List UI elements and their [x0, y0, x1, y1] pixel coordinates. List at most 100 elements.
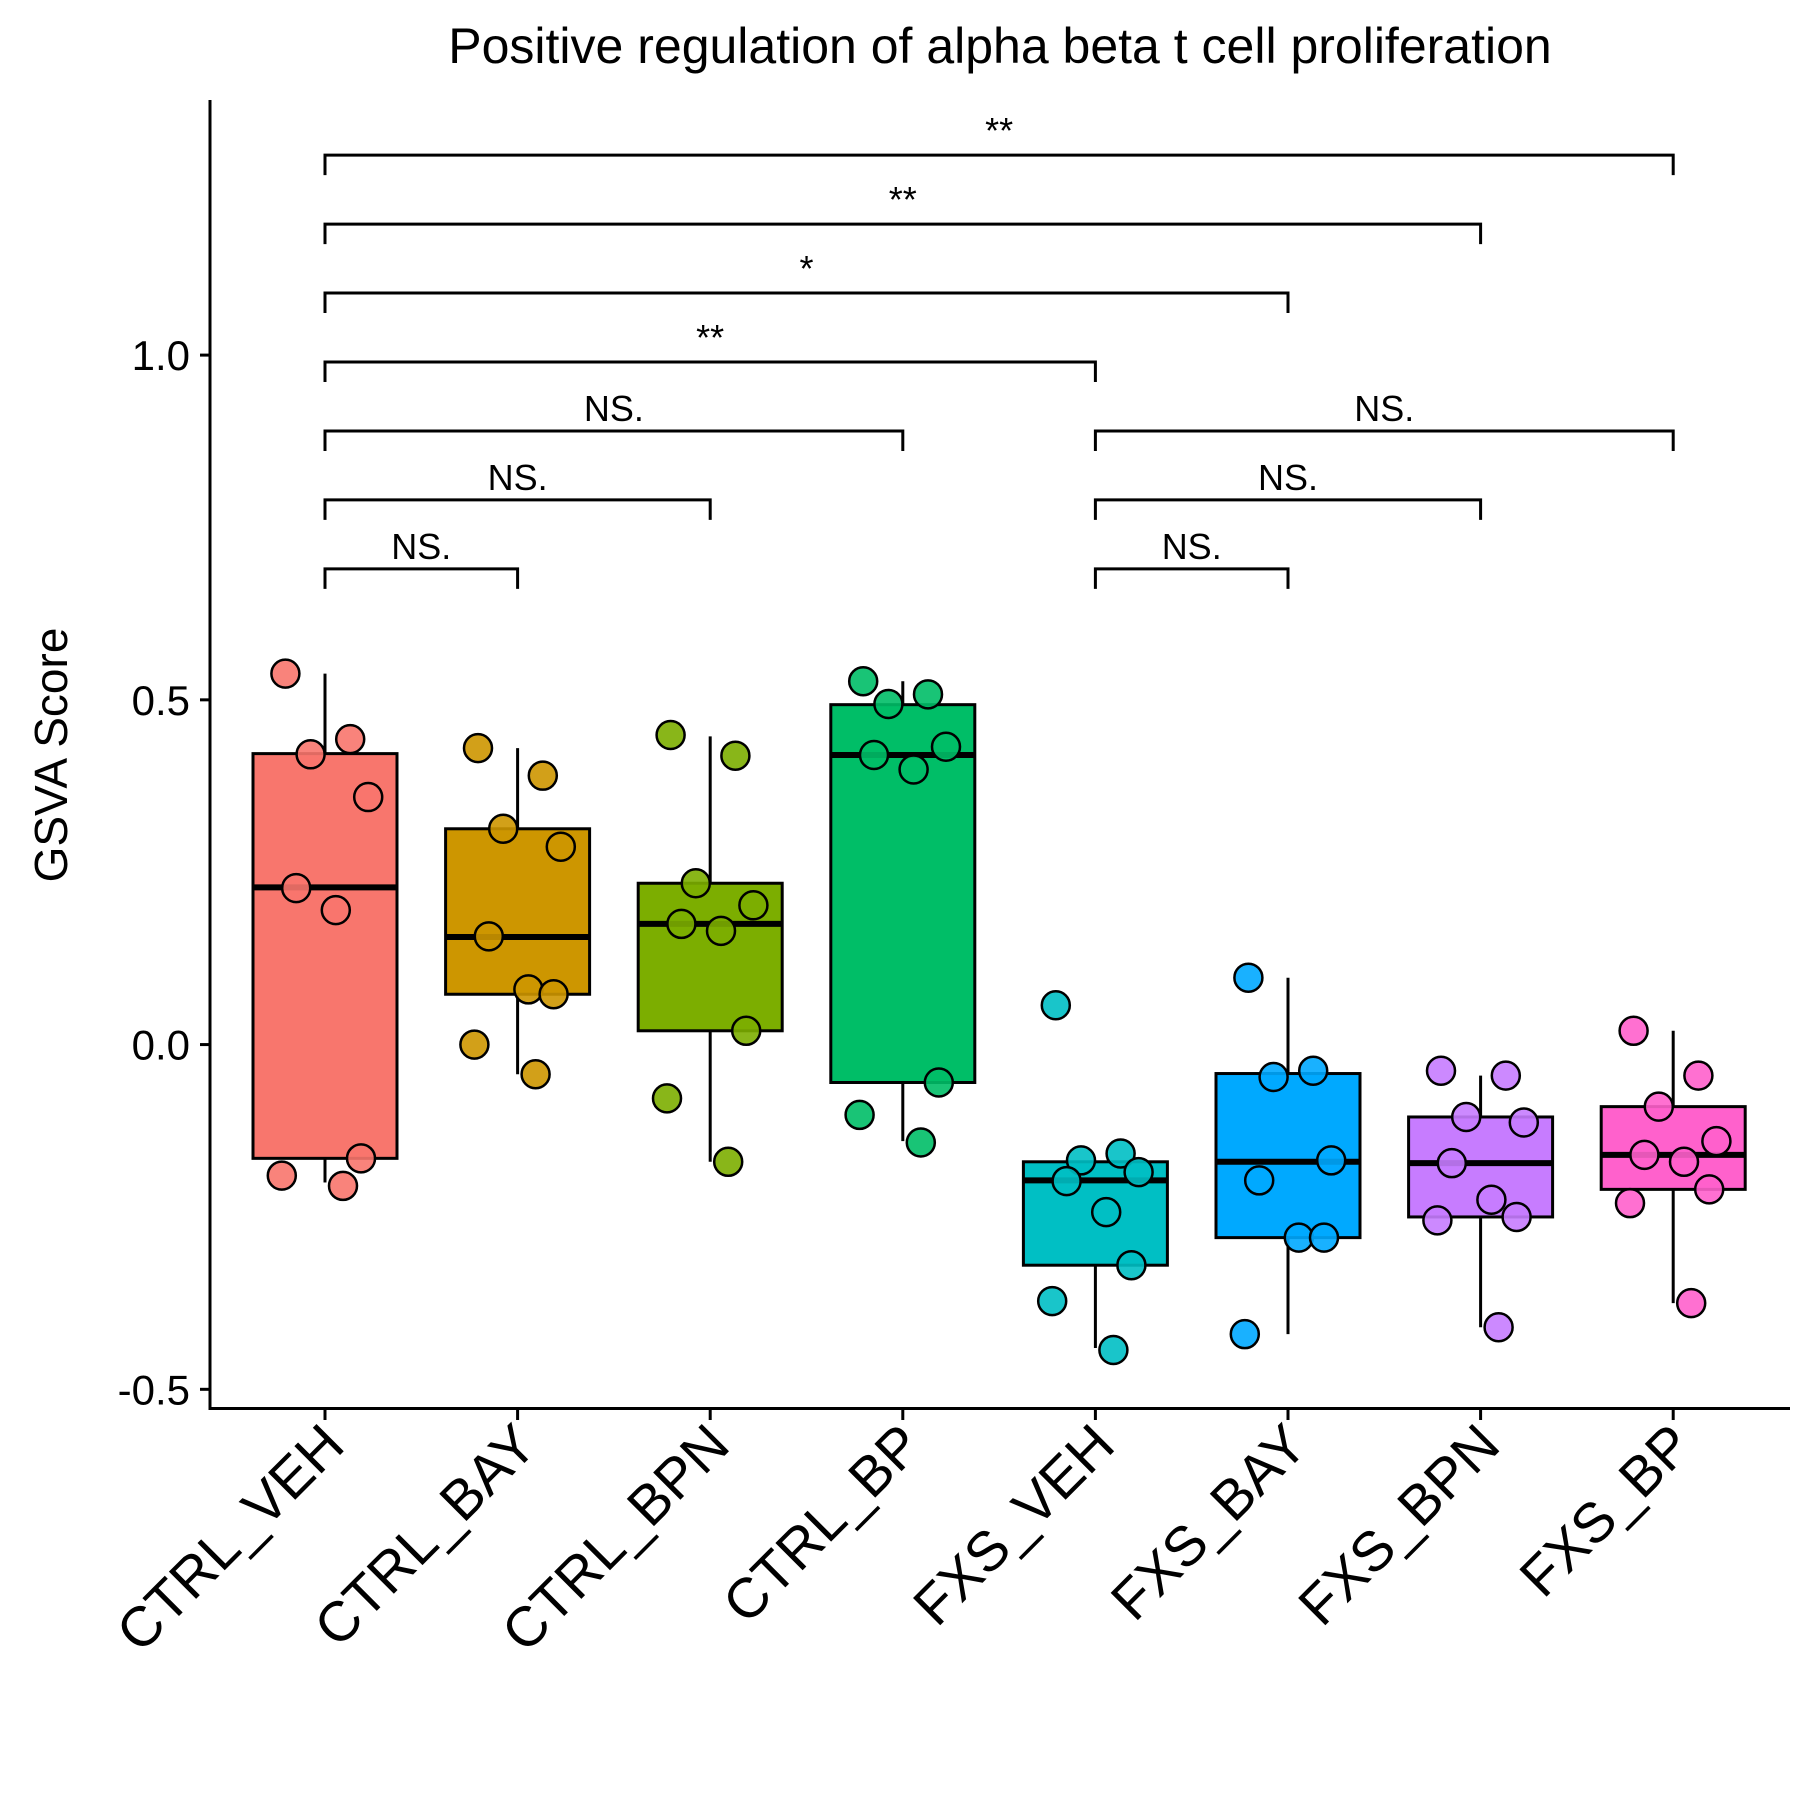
bracket-line: [323, 498, 712, 520]
data-point: [266, 1160, 298, 1191]
significance-label: NS.: [1354, 388, 1414, 429]
data-point: [651, 1083, 683, 1114]
data-point: [1040, 990, 1072, 1021]
data-point: [847, 665, 879, 697]
data-point: [1675, 1287, 1707, 1319]
data-point: [270, 658, 301, 689]
significance-bracket: NS.: [323, 457, 712, 520]
data-point: [1036, 1285, 1068, 1317]
data-point: [1629, 1139, 1660, 1171]
significance-bracket: NS.: [1093, 526, 1290, 589]
significance-label: NS.: [584, 388, 644, 429]
data-point: [345, 1143, 377, 1174]
data-point: [1614, 1187, 1646, 1219]
data-point: [666, 908, 697, 940]
data-point: [1422, 1205, 1453, 1236]
data-point: [912, 679, 944, 710]
data-point: [527, 760, 559, 791]
data-point: [1436, 1147, 1468, 1179]
y-tick-label: 0.0: [132, 1022, 190, 1069]
significance-label: NS.: [488, 457, 548, 498]
x-tick-label: FXS_BAY: [1099, 1412, 1319, 1632]
data-point: [327, 1170, 359, 1202]
data-point: [295, 739, 326, 770]
box-group: [444, 732, 592, 1090]
data-point: [320, 894, 352, 926]
bracket-line: [323, 429, 905, 451]
data-point: [1476, 1184, 1507, 1215]
data-point: [1243, 1165, 1275, 1196]
significance-bracket: *: [323, 248, 1290, 314]
bracket-line: [323, 567, 520, 589]
bracket-line: [323, 360, 1097, 382]
data-point: [1501, 1201, 1532, 1233]
data-point: [473, 921, 505, 952]
data-point: [520, 1058, 551, 1090]
bracket-line: [1093, 498, 1483, 520]
data-point: [1483, 1312, 1514, 1343]
y-tick-label: -0.5: [118, 1366, 190, 1413]
data-point: [459, 1029, 490, 1060]
data-point: [1701, 1125, 1732, 1157]
data-point: [334, 723, 366, 755]
data-point: [538, 978, 569, 1010]
data-point: [898, 754, 929, 785]
significance-label: **: [696, 317, 724, 358]
data-point: [1308, 1222, 1340, 1253]
data-point: [1668, 1146, 1700, 1178]
data-point: [905, 1127, 937, 1158]
bracket-line: [1093, 567, 1290, 589]
x-tick-label: FXS_BP: [1507, 1412, 1703, 1608]
data-point: [738, 890, 769, 921]
data-point: [1283, 1222, 1315, 1253]
data-point: [352, 781, 384, 813]
data-point: [1508, 1107, 1540, 1138]
data-point: [873, 688, 904, 720]
significance-bracket: NS.: [1093, 457, 1483, 520]
significance-label: NS.: [1258, 457, 1318, 498]
data-point: [712, 1146, 744, 1178]
data-point: [720, 740, 751, 771]
data-point: [858, 739, 890, 771]
significance-bracket: NS.: [323, 526, 520, 589]
data-point: [705, 915, 737, 947]
data-point: [730, 1015, 762, 1047]
box-group: [1021, 990, 1169, 1366]
significance-label: *: [799, 248, 813, 289]
data-point: [1229, 1318, 1261, 1350]
x-tick-label: FXS_BPN: [1286, 1412, 1511, 1637]
data-point: [487, 813, 519, 845]
bracket-line: [323, 291, 1290, 314]
box-group: [251, 658, 399, 1202]
x-tick-label: CTRL_BP: [710, 1412, 933, 1635]
box-group: [636, 719, 784, 1178]
box-group: [1214, 962, 1362, 1350]
data-point: [680, 867, 712, 899]
y-tick-label: 0.5: [132, 677, 190, 724]
data-point: [655, 719, 686, 751]
data-point: [1116, 1249, 1147, 1281]
bracket-line: [323, 153, 1675, 176]
data-point: [1683, 1060, 1714, 1091]
y-axis-label: GSVA Score: [25, 628, 77, 883]
data-point: [1123, 1156, 1154, 1188]
chart-title: Positive regulation of alpha beta t cell…: [448, 18, 1551, 74]
significance-label: NS.: [391, 526, 451, 567]
significance-label: **: [889, 179, 917, 220]
data-point: [1315, 1145, 1347, 1176]
data-point: [1450, 1101, 1482, 1133]
significance-bracket: NS.: [323, 388, 905, 451]
data-point: [462, 732, 494, 764]
significance-label: **: [985, 110, 1013, 151]
significance-bracket: NS.: [1093, 388, 1675, 451]
data-point: [513, 974, 544, 1005]
data-point: [1065, 1145, 1097, 1176]
data-point: [1098, 1334, 1129, 1366]
data-point: [1090, 1196, 1122, 1228]
data-point: [1051, 1165, 1082, 1197]
data-point: [1618, 1015, 1649, 1047]
data-point: [1258, 1061, 1289, 1093]
data-point: [1425, 1055, 1457, 1087]
data-point: [1490, 1060, 1522, 1091]
